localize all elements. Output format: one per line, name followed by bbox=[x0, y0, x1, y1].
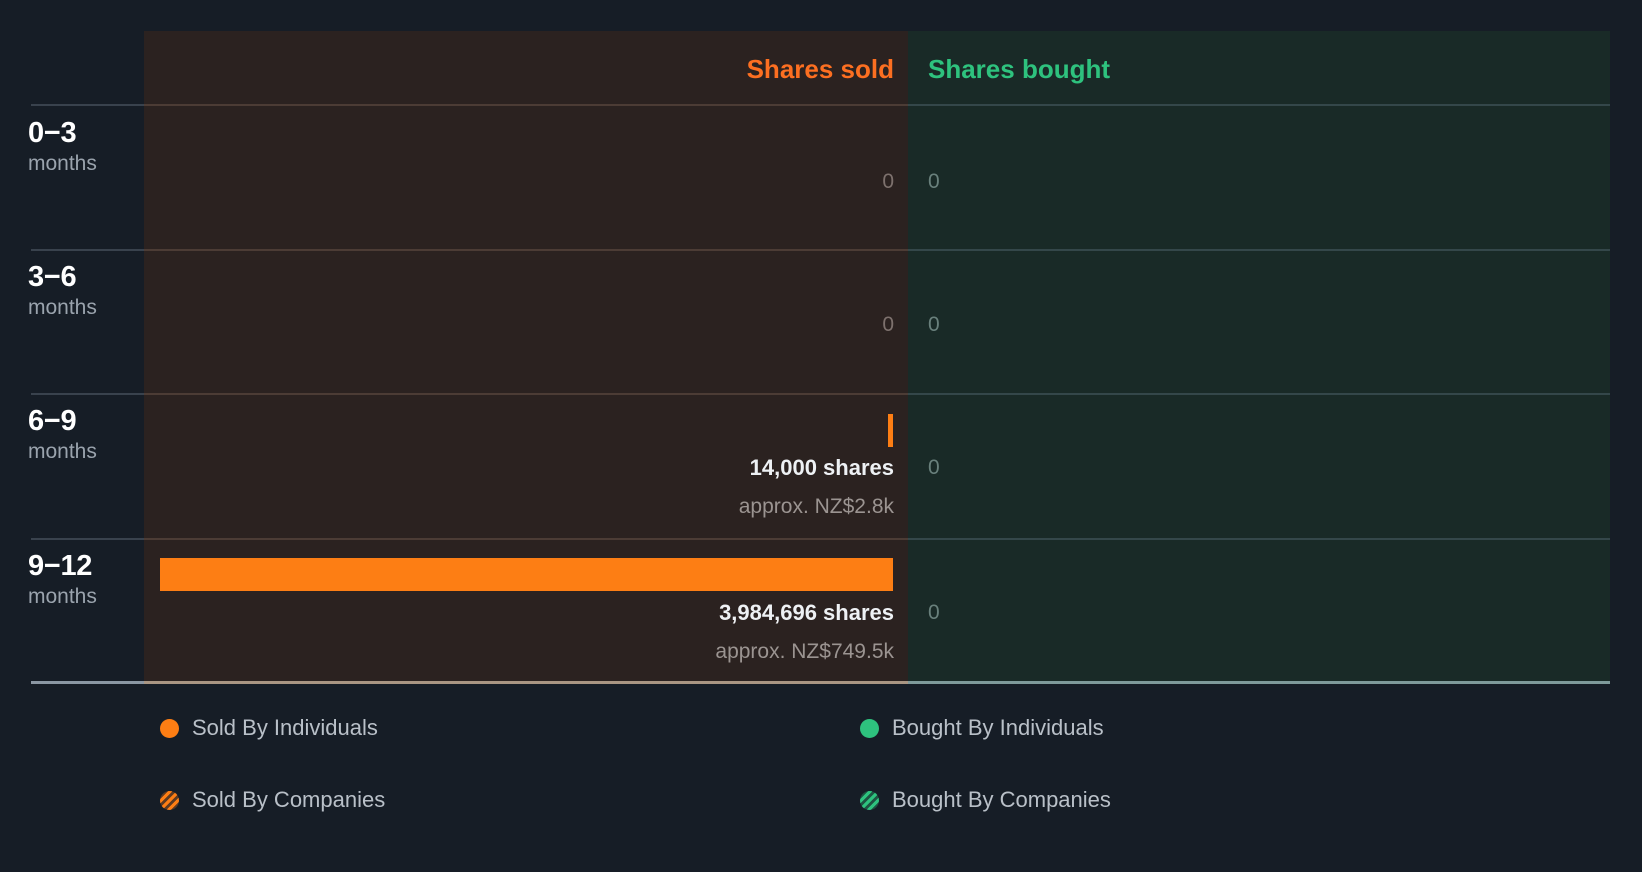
legend-label: Sold By Companies bbox=[192, 787, 386, 812]
legend-item-sold-by-companies[interactable]: Sold By Companies bbox=[160, 786, 385, 814]
row-unit-label: months bbox=[28, 152, 97, 176]
separator-segment-bought bbox=[908, 538, 1610, 540]
bought-value-0-3-months: 0 bbox=[928, 170, 940, 193]
baseline-segment-bought bbox=[908, 681, 1610, 684]
chart-legend: Sold By Individuals Bought By Individual… bbox=[0, 714, 1642, 872]
separator-segment-sold bbox=[144, 249, 908, 251]
row-range-label: 6−9 bbox=[28, 405, 77, 437]
separator-segment-bought bbox=[908, 104, 1610, 106]
row-separator bbox=[31, 538, 1610, 540]
row-unit-label: months bbox=[28, 585, 97, 609]
separator-segment-left bbox=[31, 538, 144, 540]
row-separator bbox=[31, 104, 1610, 106]
legend-swatch-solid-green-icon bbox=[860, 718, 879, 738]
separator-segment-left bbox=[31, 249, 144, 251]
separator-segment-left bbox=[31, 393, 144, 395]
row-label-6-9-months: 6−9 months bbox=[28, 406, 138, 468]
sold-bar-9-12-months[interactable] bbox=[160, 558, 893, 591]
legend-label: Bought By Individuals bbox=[892, 715, 1104, 740]
sold-value-6-9-months: 14,000 shares bbox=[749, 455, 894, 480]
row-range-label: 3−6 bbox=[28, 261, 77, 293]
sold-approx-9-12-months: approx. NZ$749.5k bbox=[715, 640, 894, 663]
row-label-9-12-months: 9−12 months bbox=[28, 551, 138, 613]
sold-bar-6-9-months[interactable] bbox=[888, 414, 893, 447]
baseline-segment-sold bbox=[144, 681, 908, 684]
separator-segment-left bbox=[31, 104, 144, 106]
separator-segment-bought bbox=[908, 393, 1610, 395]
row-unit-label: months bbox=[28, 296, 97, 320]
separator-segment-sold bbox=[144, 393, 908, 395]
row-range-label: 0−3 bbox=[28, 117, 77, 149]
separator-segment-sold bbox=[144, 104, 908, 106]
bought-value-9-12-months: 0 bbox=[928, 601, 940, 624]
column-header-shares-sold: Shares sold bbox=[746, 54, 894, 84]
bought-value-6-9-months: 0 bbox=[928, 456, 940, 479]
separator-segment-sold bbox=[144, 538, 908, 540]
sold-value-0-3-months: 0 bbox=[882, 170, 894, 193]
legend-swatch-hatched-orange-icon bbox=[160, 790, 179, 810]
legend-swatch-solid-orange-icon bbox=[160, 718, 179, 738]
row-unit-label: months bbox=[28, 440, 97, 464]
sold-value-3-6-months: 0 bbox=[882, 313, 894, 336]
bought-value-3-6-months: 0 bbox=[928, 313, 940, 336]
legend-label: Bought By Companies bbox=[892, 787, 1111, 812]
shares-bought-panel bbox=[908, 31, 1610, 684]
baseline-segment-left bbox=[31, 681, 144, 684]
row-label-0-3-months: 0−3 months bbox=[28, 118, 138, 180]
chart-baseline-axis bbox=[31, 681, 1610, 684]
sold-approx-6-9-months: approx. NZ$2.8k bbox=[738, 495, 894, 518]
column-header-shares-bought: Shares bought bbox=[928, 54, 1111, 84]
legend-swatch-hatched-green-icon bbox=[860, 790, 879, 810]
sold-value-9-12-months: 3,984,696 shares bbox=[719, 600, 894, 625]
legend-item-bought-by-individuals[interactable]: Bought By Individuals bbox=[860, 714, 1104, 742]
legend-label: Sold By Individuals bbox=[192, 715, 378, 740]
row-separator bbox=[31, 249, 1610, 251]
row-range-label: 9−12 bbox=[28, 550, 93, 582]
row-separator bbox=[31, 393, 1610, 395]
separator-segment-bought bbox=[908, 249, 1610, 251]
legend-item-sold-by-individuals[interactable]: Sold By Individuals bbox=[160, 714, 378, 742]
row-label-3-6-months: 3−6 months bbox=[28, 262, 138, 324]
legend-item-bought-by-companies[interactable]: Bought By Companies bbox=[860, 786, 1111, 814]
